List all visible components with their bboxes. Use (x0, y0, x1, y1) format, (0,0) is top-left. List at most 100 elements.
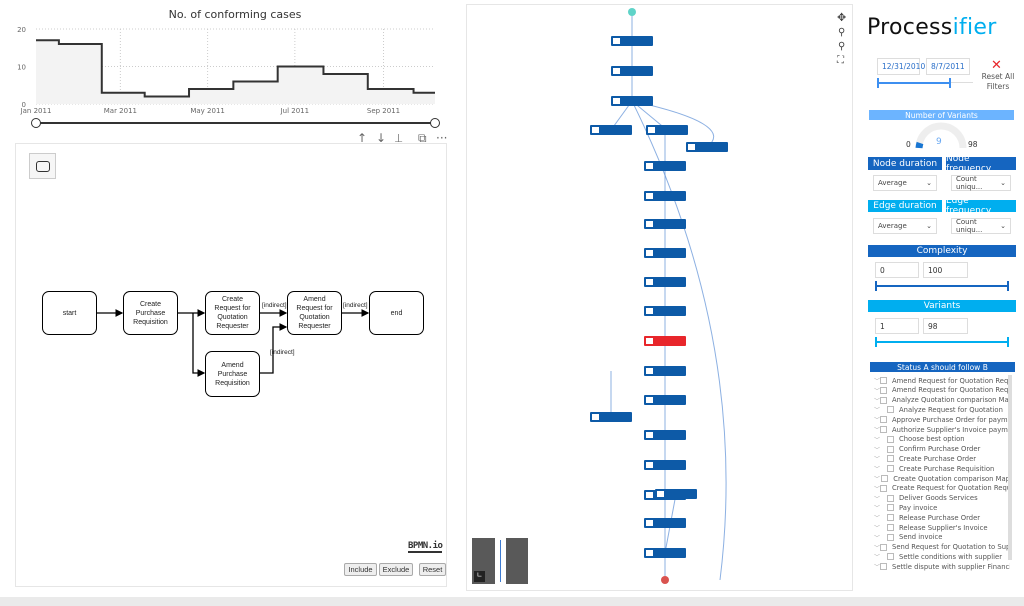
complexity-min-input[interactable]: 0 (875, 262, 919, 278)
status-list-item[interactable]: ﹀ Approve Purchase Order for payment (874, 415, 1010, 425)
checkbox[interactable] (880, 563, 888, 571)
process-node[interactable] (644, 219, 686, 229)
chevron-down-icon[interactable]: ﹀ (874, 476, 881, 483)
process-node[interactable] (644, 460, 686, 470)
status-list-item[interactable]: ﹀ Create Request for Quotation Reques... (874, 484, 1010, 493)
bpmn-node-create-rfq[interactable]: Create Request for Quotation Requester (205, 291, 260, 335)
edge-frequency-dropdown[interactable]: Count uniqu... ⌄ (951, 218, 1011, 234)
chevron-down-icon[interactable]: ﹀ (874, 525, 881, 532)
chevron-down-icon[interactable]: ﹀ (874, 515, 881, 523)
more-icon[interactable]: ··· (436, 131, 448, 145)
process-node[interactable] (644, 518, 686, 528)
process-edge[interactable] (631, 100, 715, 148)
complexity-max-input[interactable]: 100 (923, 262, 968, 278)
process-node[interactable] (590, 125, 632, 135)
chevron-down-icon[interactable]: ﹀ (874, 534, 881, 542)
status-list-item[interactable]: ﹀ Authorize Supplier's Invoice payment (874, 425, 1010, 435)
checkbox[interactable] (887, 494, 894, 502)
bpmn-node-start[interactable]: start (42, 291, 97, 335)
copy-icon[interactable]: ⧉ (418, 131, 427, 145)
end-node[interactable] (661, 576, 669, 584)
checkbox[interactable] (887, 445, 894, 453)
variants-max-input[interactable]: 98 (923, 318, 968, 334)
process-node[interactable] (644, 395, 686, 405)
checkbox[interactable] (880, 484, 888, 492)
checkbox[interactable] (880, 543, 888, 551)
process-node[interactable] (611, 66, 653, 76)
checkbox[interactable] (880, 416, 888, 424)
status-list-item[interactable]: ﹀ Confirm Purchase Order (874, 445, 1010, 454)
status-list-item[interactable]: ﹀ Deliver Goods Services (874, 494, 1010, 503)
bpmn-node-end[interactable]: end (369, 291, 424, 335)
edge-duration-dropdown[interactable]: Average ⌄ (873, 218, 937, 234)
variants-min-input[interactable]: 1 (875, 318, 919, 334)
process-node[interactable] (611, 36, 653, 46)
process-node[interactable] (646, 125, 688, 135)
checkbox[interactable] (887, 455, 894, 463)
arrow-up-icon[interactable]: ↑ (357, 131, 368, 145)
process-map[interactable] (466, 4, 853, 591)
hand-tool-palette[interactable] (29, 153, 56, 179)
chevron-down-icon[interactable]: ﹀ (874, 417, 881, 425)
zoom-out-icon[interactable]: ⚲ (838, 41, 846, 52)
minimap[interactable]: ∟ (472, 538, 528, 584)
status-list-item[interactable]: ﹀ Create Quotation comparison Map (874, 474, 1010, 484)
status-list-item[interactable]: ﹀ Choose best option (874, 435, 1010, 444)
node-frequency-dropdown[interactable]: Count uniqu... ⌄ (951, 175, 1011, 191)
chevron-down-icon[interactable]: ﹀ (874, 446, 881, 454)
checkbox[interactable] (881, 475, 889, 482)
scrollbar[interactable] (1008, 375, 1012, 560)
chevron-down-icon[interactable]: ﹀ (874, 397, 881, 405)
checkbox[interactable] (887, 406, 894, 414)
checkbox[interactable] (887, 514, 894, 522)
chevron-down-icon[interactable]: ﹀ (874, 436, 881, 444)
process-node[interactable] (611, 96, 653, 106)
checkbox[interactable] (880, 386, 888, 394)
minimap-viewport[interactable] (495, 538, 506, 584)
process-node[interactable] (644, 430, 686, 440)
status-list-item[interactable]: ﹀ Analyze Request for Quotation (874, 405, 1010, 415)
include-button[interactable]: Include (344, 563, 377, 576)
chevron-down-icon[interactable]: ﹀ (874, 564, 881, 572)
pan-icon[interactable]: ✥ (837, 11, 847, 24)
slider-handle-start[interactable] (31, 118, 41, 128)
status-list-item[interactable]: ﹀ Create Purchase Order (874, 454, 1010, 464)
date-to-input[interactable]: 8/7/2011 (926, 58, 970, 75)
chevron-down-icon[interactable]: ﹀ (874, 427, 881, 434)
process-node[interactable] (644, 248, 686, 258)
zoom-in-icon[interactable]: ⚲ (838, 27, 846, 38)
arrow-down-icon[interactable]: ↓ (376, 131, 387, 145)
chevron-down-icon[interactable]: ﹀ (874, 387, 881, 395)
date-from-input[interactable]: 12/31/2010 (877, 58, 925, 75)
date-range-slider[interactable] (36, 122, 434, 124)
process-node[interactable] (644, 366, 686, 376)
chevron-down-icon[interactable]: ﹀ (874, 456, 881, 464)
process-node[interactable] (644, 336, 686, 346)
bpmn-node-amend-purchase-requisition[interactable]: Amend Purchase Requisition (205, 351, 260, 397)
bpmn-io-logo[interactable]: BPMN.io (408, 541, 443, 553)
checkbox[interactable] (887, 524, 894, 531)
checkbox[interactable] (880, 377, 888, 384)
chevron-down-icon[interactable]: ﹀ (874, 485, 881, 493)
status-list-item[interactable]: ﹀ Analyze Quotation comparison Map (874, 396, 1010, 405)
status-list-item[interactable]: ﹀ Create Purchase Requisition (874, 464, 1010, 474)
chevron-down-icon[interactable]: ﹀ (874, 407, 881, 415)
checkbox[interactable] (880, 396, 888, 404)
checkbox[interactable] (887, 435, 894, 443)
status-list-item[interactable]: ﹀ Release Purchase Order (874, 513, 1010, 523)
process-map-panel[interactable] (466, 4, 853, 591)
process-node[interactable] (644, 548, 686, 558)
bpmn-node-amend-rfq[interactable]: Amend Request for Quotation Requester (287, 291, 342, 335)
process-node[interactable] (644, 306, 686, 316)
reset-button[interactable]: Reset (419, 563, 446, 576)
status-list-item[interactable]: ﹀ Pay invoice (874, 503, 1010, 513)
close-icon[interactable]: ✕ (991, 58, 1002, 73)
chevron-down-icon[interactable]: ﹀ (874, 466, 881, 474)
node-duration-dropdown[interactable]: Average ⌄ (873, 175, 937, 191)
exclude-button[interactable]: Exclude (379, 563, 413, 576)
date-slider[interactable] (877, 78, 951, 88)
chevron-down-icon[interactable]: ﹀ (874, 544, 881, 552)
start-node[interactable] (628, 8, 636, 16)
chevron-down-icon[interactable]: ﹀ (874, 505, 881, 513)
process-node[interactable] (644, 191, 686, 201)
